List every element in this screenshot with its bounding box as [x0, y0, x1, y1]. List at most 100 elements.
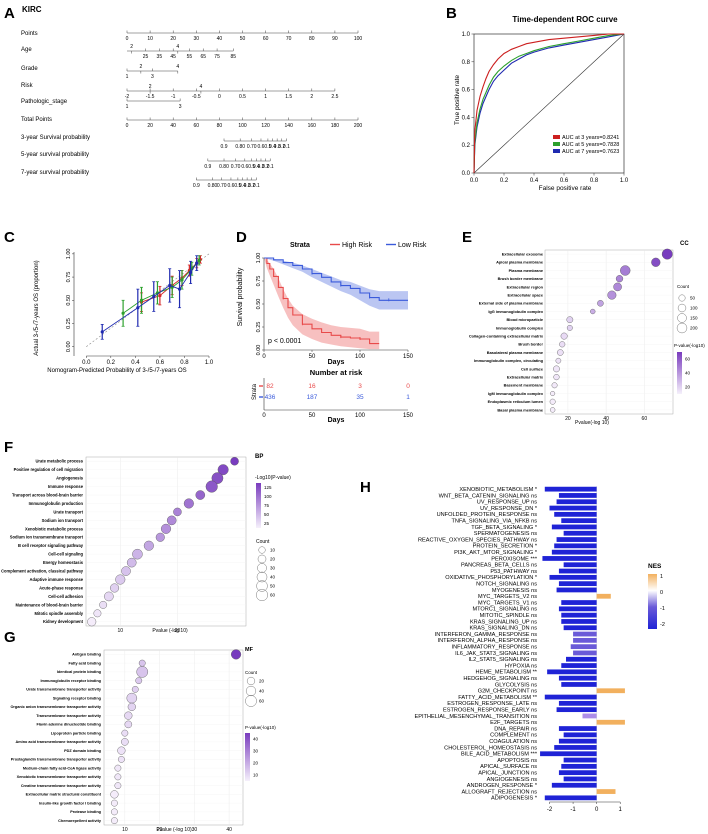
dotplot-category-label: Urate transport — [53, 509, 83, 514]
roc-x-tick-label: 1.0 — [620, 178, 629, 184]
size-legend-circle — [256, 589, 269, 602]
color-legend-bar — [256, 483, 261, 528]
nomogram-tick-label: 0.5 — [264, 144, 271, 150]
nomogram-tick-label: 65 — [200, 54, 206, 60]
color-legend-label: 75 — [264, 503, 270, 508]
dotplot-point — [135, 677, 143, 684]
gsea-bar — [556, 499, 597, 505]
nomogram-tick-label: 20 — [170, 36, 176, 42]
dotplot-point — [550, 391, 556, 396]
gsea-bar — [563, 757, 597, 763]
calib-y-tick-label: 0.75 — [66, 272, 72, 283]
gsea-category-label: APOPTOSIS ns — [497, 758, 537, 764]
calib-y-tick-label: 0.50 — [66, 295, 72, 306]
dotplot-category-label: Positive regulation of cell migration — [14, 467, 84, 472]
km-legend-high: High Risk — [342, 242, 372, 249]
bp-x-label: Pvalue (-log 10) — [152, 628, 188, 634]
panel-b-letter: B — [446, 5, 457, 22]
gsea-category-label: UNFOLDED_PROTEIN_RESPONSE ns — [437, 512, 538, 518]
calib-x-tick-label: 1.0 — [205, 360, 214, 366]
nomogram-tick-label: -1.5 — [146, 94, 155, 100]
dotplot-point — [121, 729, 129, 737]
nomogram-tick-label: 180 — [331, 123, 340, 129]
dotplot-category-label: Basement membrane — [504, 383, 544, 388]
gsea-bar — [551, 524, 597, 530]
risk-table-x-tick-label: 0 — [262, 413, 266, 419]
dotplot-point — [557, 349, 564, 356]
dotplot-point — [121, 566, 131, 576]
gsea-category-label: PROTEIN_SECRETION * — [473, 544, 538, 550]
calib-x-tick-label: 0.4 — [131, 360, 140, 366]
size-legend-label: 40 — [270, 575, 276, 580]
dotplot-category-label: Protease binding — [70, 810, 101, 814]
nes-legend-bar — [648, 574, 657, 629]
calib-point — [121, 311, 125, 315]
dotplot-category-label: Sodium ion transport — [42, 518, 84, 523]
gsea-bar — [573, 631, 597, 637]
color-legend-label: 10 — [253, 773, 259, 778]
dotplot-category-label: Brush border membrane — [498, 276, 544, 281]
risk-table-count: 82 — [266, 383, 274, 390]
dotplot-category-label: Plasma membrane — [509, 268, 544, 273]
gsea-category-label: COMPLEMENT ns — [490, 733, 537, 739]
dotplot-point — [559, 341, 566, 348]
size-legend-circle — [257, 563, 267, 573]
km-y-label: Survival probability — [237, 267, 244, 326]
nomogram-tick-label: 100 — [354, 36, 363, 42]
nes-legend-label: 1 — [660, 574, 663, 580]
roc-x-label: False positive rate — [539, 185, 592, 192]
nomogram-tick-label: 0.1 — [283, 144, 290, 150]
nomogram-tick-label: 0.70 — [247, 144, 257, 150]
dotplot-category-label: Organic anion transmembrane transporter … — [10, 705, 101, 709]
nomogram-tick-label: 2 — [139, 64, 142, 70]
calib-y-tick-label: 1.00 — [66, 248, 72, 259]
nomogram-row-label: 7-year survival probability — [21, 170, 89, 176]
size-legend-label: 30 — [270, 566, 276, 571]
gsea-category-label: HYPOXIA ns — [505, 663, 537, 669]
color-legend-label: 60 — [685, 357, 691, 362]
gsea-category-label: PEROXISOME *** — [491, 556, 538, 562]
dotplot-category-label: Sodium ion transmembrane transport — [10, 535, 84, 540]
nomogram-tick-label: 80 — [309, 36, 315, 42]
nomogram-row-label: Grade — [21, 66, 38, 72]
dotplot-frame — [544, 249, 674, 415]
panel-c-calibration-chart: Nomogram-Predicted Probability of 3-/5-/… — [34, 248, 214, 374]
dotplot-x-tick-label: 60 — [642, 416, 648, 422]
roc-legend-swatch — [553, 149, 560, 153]
roc-legend-label: AUC at 5 years=0.7828 — [562, 142, 619, 148]
dotplot-point — [551, 382, 558, 389]
nomogram-tick-label: 0.5 — [234, 183, 241, 189]
dotplot-category-label: Immunoglobulin complex — [496, 325, 544, 330]
dotplot-category-label: B cell receptor signaling pathway — [18, 543, 84, 548]
gsea-bar — [549, 574, 597, 580]
dotplot-point — [155, 532, 165, 542]
panel-h-letter: H — [360, 479, 371, 496]
dotplot-point — [138, 659, 146, 667]
nomogram-tick-label: 90 — [332, 36, 338, 42]
panel-f-letter: F — [4, 439, 13, 456]
roc-series-line — [473, 33, 624, 174]
dotplot-category-label: Energy homeostasis — [43, 560, 84, 565]
dotplot-point — [549, 398, 556, 405]
roc-x-tick-label: 0.8 — [590, 178, 599, 184]
dotplot-category-label: Apical plasma membrane — [496, 260, 544, 265]
mf-size-legend-title: Count — [245, 670, 258, 675]
gsea-bar — [570, 644, 597, 650]
nomogram-tick-label: 20 — [147, 123, 153, 129]
nomogram-tick-label: -2 — [125, 94, 130, 100]
gsea-bar — [554, 543, 597, 549]
dotplot-category-label: Brush border — [518, 342, 543, 347]
gsea-bar — [544, 694, 597, 700]
nomogram-tick-label: 1.5 — [285, 94, 292, 100]
nomogram-tick-label: 80 — [217, 123, 223, 129]
nomogram-tick-label: 30 — [194, 36, 200, 42]
gsea-bar — [551, 549, 597, 555]
panel-b-roc-chart: Time-dependent ROC curve False positive … — [454, 15, 629, 192]
color-legend-label: 50 — [264, 512, 270, 517]
km-y-tick-label: 0.25 — [256, 322, 262, 333]
gsea-category-label: GLYCOLYSIS ns — [495, 682, 537, 688]
gsea-category-label: KRAS_SIGNALING_DN ns — [470, 626, 538, 632]
nomogram-tick-label: 200 — [354, 123, 363, 129]
km-survival-curve — [264, 257, 408, 301]
size-legend-label: 60 — [270, 593, 276, 598]
